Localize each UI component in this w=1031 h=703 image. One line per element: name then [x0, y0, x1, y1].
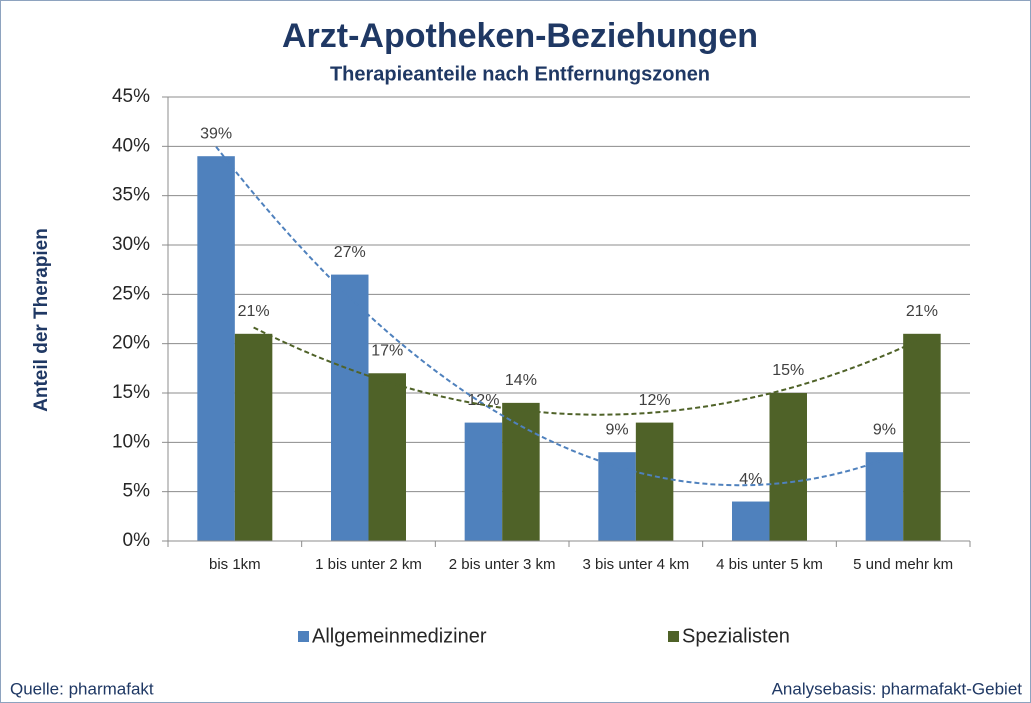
data-label: 14% — [505, 372, 537, 389]
data-label: 39% — [200, 125, 232, 142]
bar — [368, 373, 406, 541]
x-tick-label: 3 bis unter 4 km — [582, 556, 690, 573]
x-tick-label: 4 bis unter 5 km — [716, 556, 823, 573]
data-label: 4% — [739, 471, 762, 488]
bar — [234, 333, 273, 541]
legend-label: Allgemeinmediziner — [312, 625, 487, 647]
x-tick-label: 5 und mehr km — [853, 556, 954, 573]
y-tick-label: 35% — [112, 185, 150, 206]
legend-swatch — [298, 631, 309, 642]
data-label: 12% — [467, 392, 499, 409]
bar — [635, 422, 674, 541]
y-tick-label: 20% — [112, 333, 150, 354]
y-tick-label: 45% — [112, 86, 150, 107]
bar — [331, 274, 369, 541]
trendline — [253, 326, 923, 416]
data-label: 17% — [371, 342, 403, 359]
y-tick-label: 30% — [112, 234, 150, 255]
bar — [598, 452, 636, 541]
x-tick-label: 2 bis unter 3 km — [448, 556, 556, 573]
bar — [903, 333, 941, 541]
bar — [502, 402, 540, 541]
y-axis-label: Anteil der Therapien — [31, 228, 52, 412]
x-tick-label: bis 1km — [208, 556, 261, 573]
y-tick-label: 5% — [123, 481, 151, 502]
y-tick-label: 0% — [123, 530, 151, 551]
data-label: 21% — [238, 303, 270, 320]
chart-title: Arzt-Apotheken-Beziehungen — [282, 17, 758, 55]
data-label: 9% — [873, 421, 896, 438]
bar — [865, 452, 904, 541]
source: Quelle: pharmafakt — [10, 679, 154, 698]
data-label: 15% — [772, 362, 804, 379]
data-label: 27% — [334, 244, 366, 261]
data-label: 21% — [906, 303, 938, 320]
bar — [197, 156, 235, 541]
bar — [732, 501, 770, 541]
legend-swatch — [668, 631, 679, 642]
trendline — [215, 146, 885, 487]
note: Analysebasis: pharmafakt-Gebiet — [772, 679, 1023, 698]
x-tick-label: 1 bis unter 2 km — [315, 556, 422, 573]
y-tick-label: 25% — [112, 283, 150, 304]
chart-subtitle: Therapieanteile nach Entfernungszonen — [330, 63, 710, 85]
bar — [769, 393, 807, 541]
bar — [464, 422, 503, 541]
data-label: 12% — [639, 392, 671, 409]
data-label: 9% — [606, 421, 629, 438]
y-tick-label: 40% — [112, 135, 150, 156]
legend-label: Spezialisten — [682, 625, 790, 647]
y-tick-label: 10% — [112, 431, 150, 452]
y-tick-label: 15% — [112, 382, 150, 403]
